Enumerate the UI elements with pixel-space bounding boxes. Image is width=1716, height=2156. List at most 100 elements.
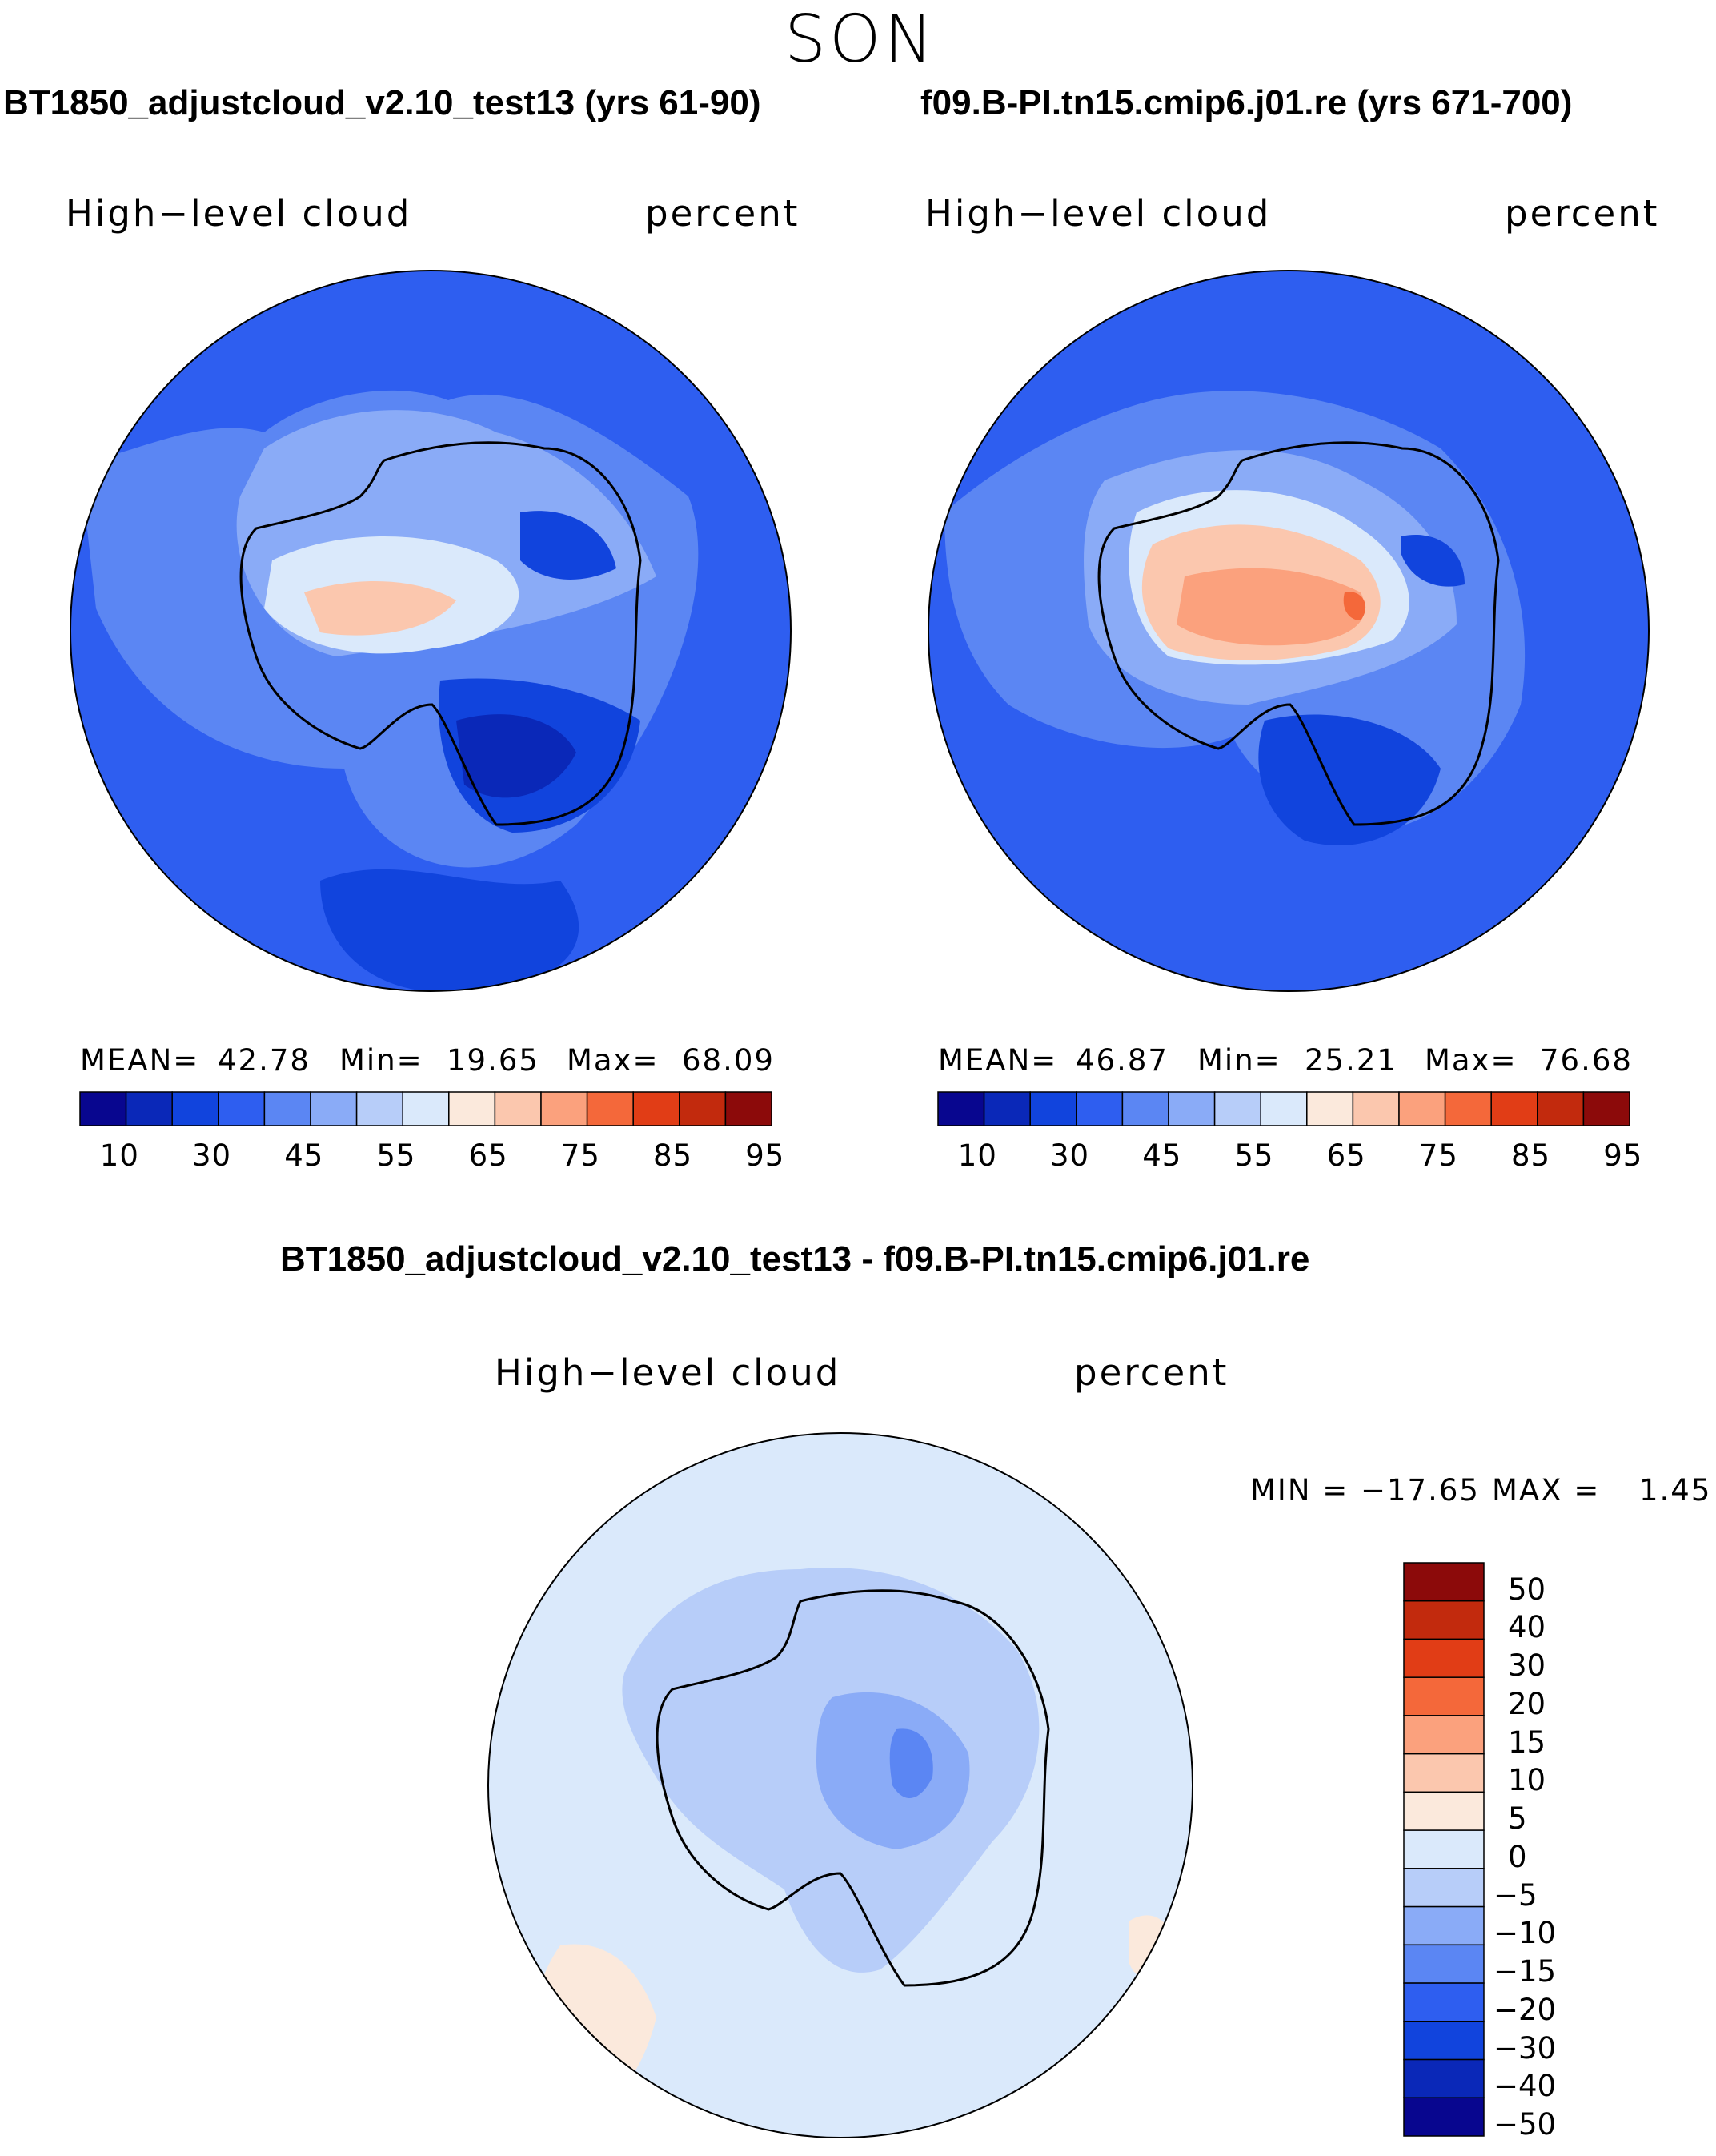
colorbar-tick-label: 10 bbox=[1508, 1763, 1546, 1798]
panel-3-max-value: 1.45 bbox=[1639, 1473, 1712, 1508]
colorbar-3-swatch bbox=[1403, 1753, 1485, 1793]
colorbar-tick-label: −40 bbox=[1493, 2069, 1557, 2104]
colorbar-tick-label: 55 bbox=[376, 1138, 416, 1173]
colorbar-3-swatch bbox=[1403, 1715, 1485, 1755]
panel-1-min-value: 19.65 bbox=[447, 1043, 539, 1078]
panel-1-map bbox=[70, 271, 791, 991]
colorbar-1-swatch bbox=[263, 1091, 311, 1126]
colorbar-1-swatch bbox=[586, 1091, 634, 1126]
colorbar-1-swatch bbox=[679, 1091, 727, 1126]
colorbar-tick-label: 55 bbox=[1234, 1138, 1274, 1173]
panel-1-variable: High−level cloud bbox=[66, 192, 412, 235]
colorbar-2-swatch bbox=[1260, 1091, 1308, 1126]
panel-2-min-label: Min= bbox=[1197, 1043, 1281, 1078]
panel-1-border bbox=[70, 270, 792, 992]
colorbar-1-swatch bbox=[632, 1091, 680, 1126]
panel-3-max-label: MAX = bbox=[1492, 1473, 1601, 1508]
colorbar-tick-label: 95 bbox=[745, 1138, 785, 1173]
colorbar-tick-label: 50 bbox=[1508, 1572, 1546, 1607]
colorbar-1-swatch bbox=[724, 1091, 772, 1126]
colorbar-tick-label: −50 bbox=[1493, 2107, 1557, 2142]
colorbar-2-swatch bbox=[983, 1091, 1031, 1126]
colorbar-3-swatch bbox=[1403, 1982, 1485, 2022]
colorbar-1-swatch bbox=[448, 1091, 496, 1126]
panel-1-min-label: Min= bbox=[339, 1043, 423, 1078]
colorbar-1-swatch bbox=[355, 1091, 403, 1126]
panel-2-max-label: Max= bbox=[1425, 1043, 1518, 1078]
colorbar-2-swatch bbox=[937, 1091, 985, 1126]
colorbar-3-swatch bbox=[1403, 1638, 1485, 1678]
colorbar-2-swatch bbox=[1582, 1091, 1630, 1126]
panel-1-max-label: Max= bbox=[567, 1043, 660, 1078]
colorbar-1-swatch bbox=[218, 1091, 266, 1126]
colorbar-1-swatch bbox=[402, 1091, 450, 1126]
colorbar-1-swatch bbox=[79, 1091, 127, 1126]
colorbar-2 bbox=[937, 1091, 1630, 1126]
colorbar-tick-label: 65 bbox=[1326, 1138, 1366, 1173]
panel-2-mean-label: MEAN= bbox=[938, 1043, 1058, 1078]
colorbar-tick-label: −15 bbox=[1493, 1954, 1557, 1989]
colorbar-2-swatch bbox=[1398, 1091, 1446, 1126]
colorbar-tick-label: 65 bbox=[468, 1138, 508, 1173]
colorbar-tick-label: 40 bbox=[1508, 1610, 1546, 1645]
colorbar-tick-label: −10 bbox=[1493, 1916, 1557, 1951]
panel-2-min-value: 25.21 bbox=[1305, 1043, 1397, 1078]
colorbar-3-swatch bbox=[1403, 2058, 1485, 2099]
panel-1-mean-label: MEAN= bbox=[80, 1043, 200, 1078]
panel-2-title: f09.B-PI.tn15.cmip6.j01.re (yrs 671-700) bbox=[920, 83, 1573, 122]
colorbar-2-swatch bbox=[1029, 1091, 1077, 1126]
panel-3-units: percent bbox=[1074, 1351, 1229, 1394]
panel-3-min-label: MIN = bbox=[1250, 1473, 1349, 1508]
panel-2-max-value: 76.68 bbox=[1540, 1043, 1633, 1078]
colorbar-2-swatch bbox=[1490, 1091, 1538, 1126]
season-title: SON bbox=[784, 2, 936, 78]
colorbar-tick-label: 85 bbox=[653, 1138, 693, 1173]
panel-1-mean-value: 42.78 bbox=[218, 1043, 311, 1078]
colorbar-3-swatch bbox=[1403, 1905, 1485, 1946]
colorbar-tick-label: 45 bbox=[284, 1138, 324, 1173]
colorbar-2-swatch bbox=[1076, 1091, 1124, 1126]
colorbar-2-swatch bbox=[1121, 1091, 1169, 1126]
colorbar-tick-label: 30 bbox=[192, 1138, 232, 1173]
colorbar-tick-label: 30 bbox=[1508, 1648, 1546, 1684]
panel-2-variable: High−level cloud bbox=[925, 192, 1272, 235]
colorbar-3 bbox=[1403, 1562, 1485, 2137]
colorbar-tick-label: 20 bbox=[1508, 1686, 1546, 1721]
colorbar-3-swatch bbox=[1403, 2021, 1485, 2061]
colorbar-tick-label: 75 bbox=[1418, 1138, 1458, 1173]
panel-1-units: percent bbox=[645, 192, 800, 235]
colorbar-3-swatch bbox=[1403, 1944, 1485, 1984]
colorbar-1-swatch bbox=[125, 1091, 173, 1126]
panel-2-units: percent bbox=[1505, 192, 1660, 235]
colorbar-3-swatch bbox=[1403, 1600, 1485, 1640]
colorbar-3-swatch bbox=[1403, 1791, 1485, 1831]
colorbar-tick-label: −30 bbox=[1493, 2030, 1557, 2066]
panel-2-map bbox=[928, 271, 1649, 991]
colorbar-tick-label: 5 bbox=[1508, 1801, 1527, 1837]
colorbar-2-swatch bbox=[1168, 1091, 1216, 1126]
colorbar-2-swatch bbox=[1306, 1091, 1354, 1126]
colorbar-tick-label: 10 bbox=[957, 1138, 997, 1173]
colorbar-2-swatch bbox=[1537, 1091, 1585, 1126]
colorbar-1 bbox=[79, 1091, 772, 1126]
panel-3-min-value: −17.65 bbox=[1361, 1473, 1480, 1508]
colorbar-3-swatch bbox=[1403, 1829, 1485, 1869]
colorbar-2-swatch bbox=[1352, 1091, 1400, 1126]
colorbar-3-swatch bbox=[1403, 2097, 1485, 2137]
panel-3-border bbox=[487, 1432, 1193, 2138]
colorbar-tick-label: 15 bbox=[1508, 1724, 1546, 1760]
colorbar-3-swatch bbox=[1403, 1562, 1485, 1602]
colorbar-tick-label: −20 bbox=[1493, 1992, 1557, 2027]
colorbar-tick-label: 95 bbox=[1603, 1138, 1643, 1173]
colorbar-1-swatch bbox=[494, 1091, 542, 1126]
panel-3-map bbox=[488, 1433, 1193, 2138]
colorbar-tick-label: 30 bbox=[1050, 1138, 1090, 1173]
colorbar-tick-label: 0 bbox=[1508, 1839, 1527, 1874]
panel-3-variable: High−level cloud bbox=[495, 1351, 841, 1394]
panel-2-mean-value: 46.87 bbox=[1076, 1043, 1169, 1078]
colorbar-3-swatch bbox=[1403, 1676, 1485, 1716]
colorbar-1-swatch bbox=[540, 1091, 588, 1126]
colorbar-1-swatch bbox=[310, 1091, 358, 1126]
colorbar-2-swatch bbox=[1213, 1091, 1261, 1126]
